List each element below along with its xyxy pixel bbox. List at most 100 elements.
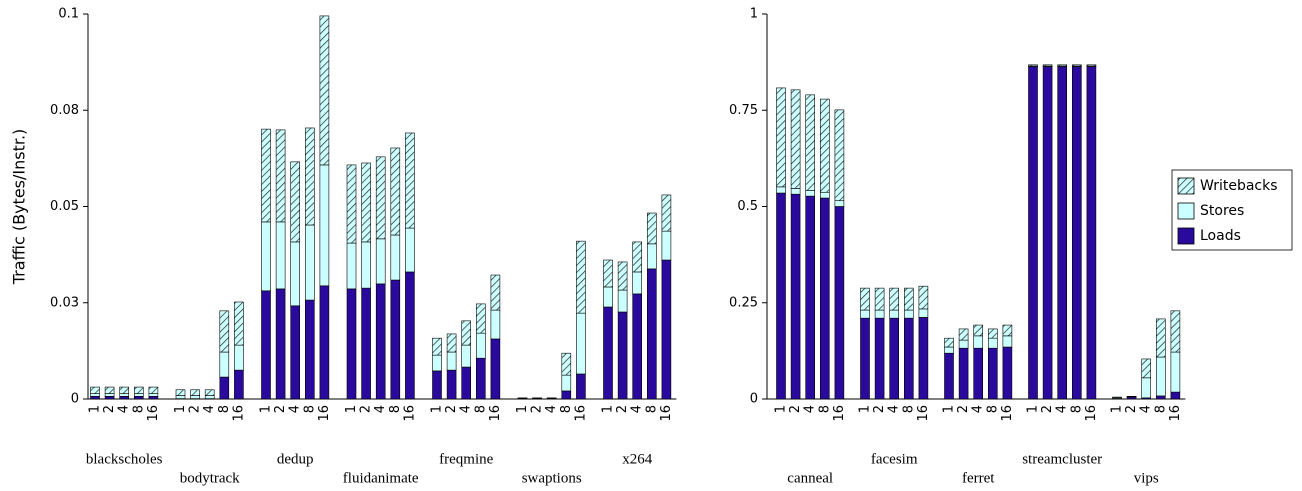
bar-segment <box>361 162 371 243</box>
bar-segment <box>361 241 371 289</box>
group-label: streamcluster <box>1022 451 1102 467</box>
x-tick-label: 8 <box>817 405 832 413</box>
x-tick-label: 16 <box>832 405 847 422</box>
bar-segment <box>776 186 786 194</box>
x-tick-label: 8 <box>559 405 574 413</box>
bar-segment <box>148 386 159 394</box>
x-tick-label: 1 <box>774 405 789 413</box>
bar-segment <box>275 221 286 290</box>
x-tick-label: 16 <box>1000 405 1015 422</box>
bar-segment <box>661 230 672 261</box>
bar-segment <box>405 227 415 273</box>
bar-segment <box>661 259 672 400</box>
bar-segment <box>874 317 885 400</box>
x-tick-label: 8 <box>985 405 1000 413</box>
x-tick-label: 2 <box>188 405 203 413</box>
bar-segment <box>446 351 457 371</box>
bar-segment <box>1141 377 1151 399</box>
bar-segment <box>405 271 415 400</box>
bar-segment <box>617 311 628 400</box>
bar-segment <box>346 164 357 244</box>
bar-segment <box>432 354 442 372</box>
group-label: canneal <box>787 470 833 486</box>
bar-segment <box>261 128 271 223</box>
bar-segment <box>319 164 330 287</box>
bar-segment <box>776 192 786 400</box>
x-tick-label: 4 <box>971 405 986 413</box>
bar-segment <box>918 285 929 310</box>
bar-segment <box>461 366 472 400</box>
bar-segment <box>190 395 200 399</box>
bar-segment <box>275 288 286 400</box>
bar-segment <box>119 396 129 400</box>
bar-segment <box>1002 324 1013 337</box>
bar-segment <box>646 268 657 400</box>
bar-segment <box>261 221 271 292</box>
group-label: x264 <box>622 451 653 467</box>
bar-segment <box>204 395 215 399</box>
bar-segment <box>104 396 115 400</box>
x-tick-label: 1 <box>942 405 957 413</box>
bar-segment <box>175 395 186 399</box>
bar-segment <box>234 301 244 346</box>
bar-segment <box>148 396 159 400</box>
x-tick-label: 2 <box>1040 405 1055 413</box>
bar-segment <box>319 285 330 400</box>
bar-segment <box>375 238 386 285</box>
bar-segment <box>104 393 115 397</box>
bar-segment <box>617 289 628 313</box>
y-tick-label: 0 <box>71 392 79 407</box>
y-tick-label: 1 <box>750 7 758 22</box>
bar-segment <box>805 195 816 400</box>
bar-segment <box>973 347 984 400</box>
bar-segment <box>290 241 301 307</box>
bar-segment <box>490 338 501 400</box>
x-tick-label: 16 <box>402 405 417 422</box>
bar-segment <box>219 351 230 378</box>
y-tick-label: 0.25 <box>729 295 758 310</box>
x-tick-label: 1 <box>259 405 274 413</box>
x-tick-label: 8 <box>1153 405 1168 413</box>
legend-label: Stores <box>1200 203 1244 219</box>
bar-segment <box>1042 66 1053 400</box>
bar-segment <box>1156 318 1166 358</box>
bar-segment <box>903 317 914 400</box>
bar-segment <box>90 393 100 397</box>
x-tick-label: 1 <box>515 405 530 413</box>
bar-segment <box>958 339 969 349</box>
bar-segment <box>603 259 613 288</box>
bar-segment <box>576 240 586 314</box>
x-tick-label: 1 <box>173 405 188 413</box>
bar-segment <box>1042 64 1053 67</box>
x-tick-label: 4 <box>459 405 474 413</box>
bar-segment <box>561 352 572 376</box>
bar-segment <box>1057 64 1067 67</box>
bar-segment <box>860 317 870 400</box>
bar-segment <box>776 87 786 188</box>
bar-segment <box>405 132 415 229</box>
bar-segment <box>148 393 159 397</box>
bar-segment <box>860 309 870 319</box>
bar-segment <box>1028 64 1038 67</box>
bar-segment <box>834 200 845 207</box>
bar-segment <box>903 287 914 311</box>
bar-segment <box>275 129 286 223</box>
bar-segment <box>446 333 457 353</box>
bar-segment <box>646 243 657 270</box>
x-tick-label: 16 <box>146 405 161 422</box>
bar-segment <box>790 193 801 400</box>
bar-segment <box>219 376 230 400</box>
bar-segment <box>175 389 186 396</box>
x-tick-label: 2 <box>273 405 288 413</box>
x-tick-label: 2 <box>956 405 971 413</box>
x-tick-label: 1 <box>88 405 103 413</box>
x-tick-label: 8 <box>901 405 916 413</box>
bar-segment <box>346 242 357 290</box>
bar-segment <box>304 299 315 400</box>
bar-segment <box>390 234 401 281</box>
legend-swatch <box>1177 202 1195 220</box>
x-tick-label: 1 <box>601 405 616 413</box>
group-label: blackscholes <box>86 451 163 467</box>
bar-segment <box>204 389 215 396</box>
